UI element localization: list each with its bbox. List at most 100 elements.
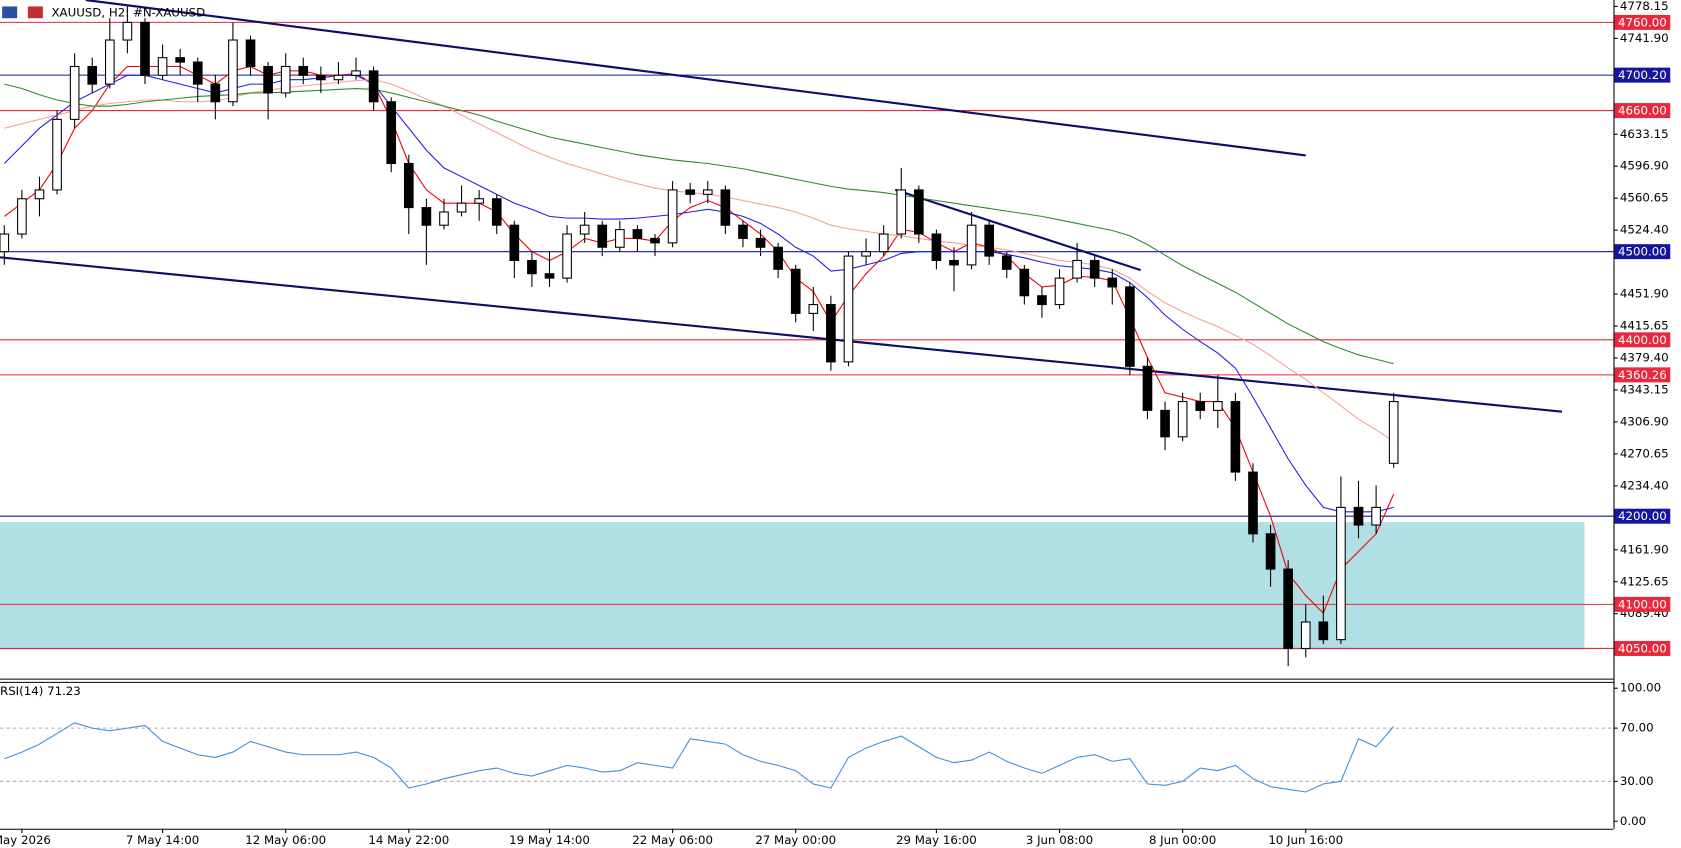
level-label-bg [1614,640,1671,656]
support-zone [0,522,1585,650]
x-tick-label: 29 May 16:00 [896,833,977,847]
level-label: 4400.00 [1618,333,1667,347]
candle-body [615,229,625,248]
level-label: 4200.00 [1618,509,1667,523]
candle-body [1371,506,1381,526]
candle-body [1160,409,1170,438]
candle-body [1054,277,1065,306]
candle-body [351,70,361,76]
candle-body [720,189,731,226]
candle-body [368,70,379,103]
candle-body [386,101,397,165]
candle-body [878,233,889,253]
y-tick-label: 4596.90 [1620,159,1669,173]
candle-body [738,224,748,239]
x-tick-label: 27 May 00:00 [755,833,836,847]
level-label-bg [1614,508,1671,524]
x-tick-label: 12 May 06:00 [245,833,326,847]
candle-body [1230,401,1241,473]
candle-body [104,39,115,85]
candle-body [1195,401,1206,411]
level-label: 4050.00 [1618,641,1667,655]
level-label-bg [1614,103,1671,119]
candle-body [1177,401,1188,438]
candle-body [456,202,467,213]
y-tick-label: 4270.65 [1620,446,1669,460]
x-tick-label: 7 May 14:00 [126,833,199,847]
level-label-bg [1614,332,1671,348]
rsi-title: RSI(14) 71.23 [0,684,81,698]
level-label: 4360.26 [1618,368,1667,382]
rsi-tick-label: 0.00 [1620,814,1646,828]
rsi-tick-label: 100.00 [1620,681,1661,695]
candle-body [34,189,45,200]
candle-body [966,224,977,266]
candle-body [826,304,836,363]
y-tick-label: 4343.15 [1620,382,1669,396]
candle-body [597,224,608,248]
level-label-bg [1614,14,1671,30]
candle-body [861,251,871,257]
candle-body [896,189,907,235]
candle-body [228,39,238,103]
candle-body [650,237,660,244]
level-label-bg [1614,244,1671,260]
candle-body [1142,365,1153,411]
candle-body [509,224,520,262]
rsi-tick-label: 30.00 [1620,774,1654,788]
y-tick-label: 4778.15 [1620,0,1669,13]
x-tick-label: 8 Jun 00:00 [1149,833,1216,847]
level-label: 4660.00 [1618,104,1667,118]
y-tick-label: 4161.90 [1620,542,1669,556]
candle-body [702,189,713,195]
level-label-bg [1614,367,1671,383]
candle-body [491,198,502,226]
y-tick-label: 4415.65 [1620,319,1669,333]
y-tick-label: 4125.65 [1620,574,1669,588]
candle-body [1265,533,1276,570]
candle-body [808,304,819,314]
candle-body [316,74,326,81]
header-title: XAUUSD, H2: #N-XAUUSD [51,5,205,19]
candle-body [17,198,27,235]
candle-body [192,61,203,85]
y-tick-label: 4633.15 [1620,127,1669,141]
candle-body [1001,255,1012,270]
trendline [85,0,1306,157]
candle-body [87,65,98,85]
candle-body [544,273,555,279]
y-tick-label: 4234.40 [1620,478,1669,492]
rsi-tick-label: 70.00 [1620,721,1654,735]
candle-body [157,57,168,76]
candle-body [1336,506,1346,641]
candle-body [1388,401,1399,464]
candle-body [421,207,432,226]
candle-body [579,224,590,235]
candle-body [280,65,291,94]
candle-body [1072,259,1082,279]
y-tick-label: 4451.90 [1620,287,1669,301]
candle-body [1107,277,1118,288]
candle-body [175,57,185,63]
level-label: 4100.00 [1618,597,1667,611]
candle-body [1248,471,1258,535]
candle-body [984,224,995,257]
candle-body [1019,268,1030,297]
candle-body [1283,568,1293,649]
candle-body [263,65,273,94]
level-label: 4700.20 [1618,68,1667,82]
candle-body [210,83,221,103]
x-tick-label: 22 May 06:00 [632,833,713,847]
x-tick-label: 14 May 22:00 [368,833,449,847]
candle-body [914,189,924,235]
candle-body [333,74,344,81]
trendline [0,256,1563,413]
candle-body [1212,401,1223,411]
x-tick-label: 19 May 14:00 [509,833,590,847]
level-label-bg [1614,67,1671,83]
candle-body [1300,621,1311,649]
x-tick-label: May 2026 [0,833,51,847]
y-tick-label: 4560.65 [1620,191,1669,205]
candle-body [949,259,959,266]
